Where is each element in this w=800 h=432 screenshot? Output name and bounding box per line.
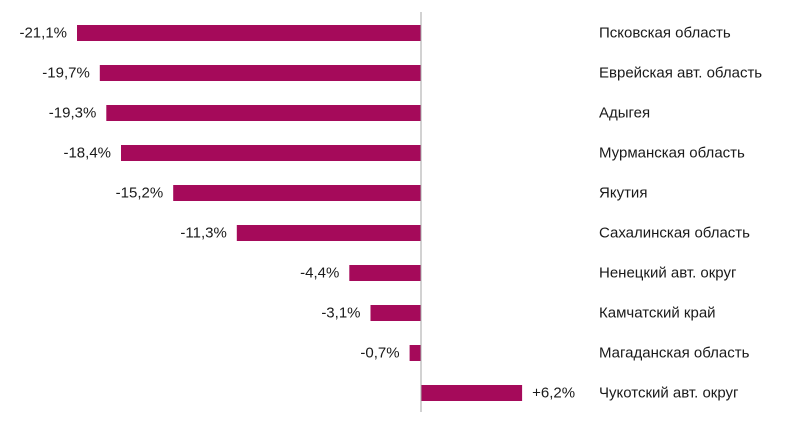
category-label-9: Магаданская область <box>599 345 750 362</box>
bar-6 <box>236 225 421 241</box>
category-label-3: Адыгея <box>599 105 650 122</box>
category-label-1: Псковская область <box>599 25 731 42</box>
category-label-4: Мурманская область <box>599 145 745 162</box>
bars-layer <box>77 25 523 401</box>
labels-layer: -21,1% Псковская область -19,7% Еврейская а… <box>19 25 762 402</box>
bar-5 <box>173 185 421 201</box>
bar-7 <box>349 265 421 281</box>
bar-2 <box>99 65 422 81</box>
bar-1 <box>77 25 421 41</box>
bar-9 <box>409 345 421 361</box>
data-label-9: -0,7% <box>360 345 399 362</box>
category-label-8: Камчатский край <box>599 305 716 322</box>
data-label-8: -3,1% <box>321 305 360 322</box>
data-label-7: -4,4% <box>300 265 339 282</box>
data-label-10: +6,2% <box>532 385 575 402</box>
category-label-7: Ненецкий авт. округ <box>599 265 737 282</box>
data-label-4: -18,4% <box>63 145 111 162</box>
category-label-10: Чукотский авт. округ <box>599 385 739 402</box>
data-label-2: -19,7% <box>42 65 90 82</box>
category-label-5: Якутия <box>599 185 647 202</box>
data-label-1: -21,1% <box>19 25 67 42</box>
bar-10 <box>421 385 523 401</box>
data-label-6: -11,3% <box>180 225 226 242</box>
data-label-5: -15,2% <box>116 185 164 202</box>
category-label-6: Сахалинская область <box>599 225 750 242</box>
bar-8 <box>370 305 421 321</box>
category-label-2: Еврейская авт. область <box>599 65 762 82</box>
bar-3 <box>106 105 422 121</box>
bar-4 <box>121 145 421 161</box>
data-label-3: -19,3% <box>49 105 97 122</box>
